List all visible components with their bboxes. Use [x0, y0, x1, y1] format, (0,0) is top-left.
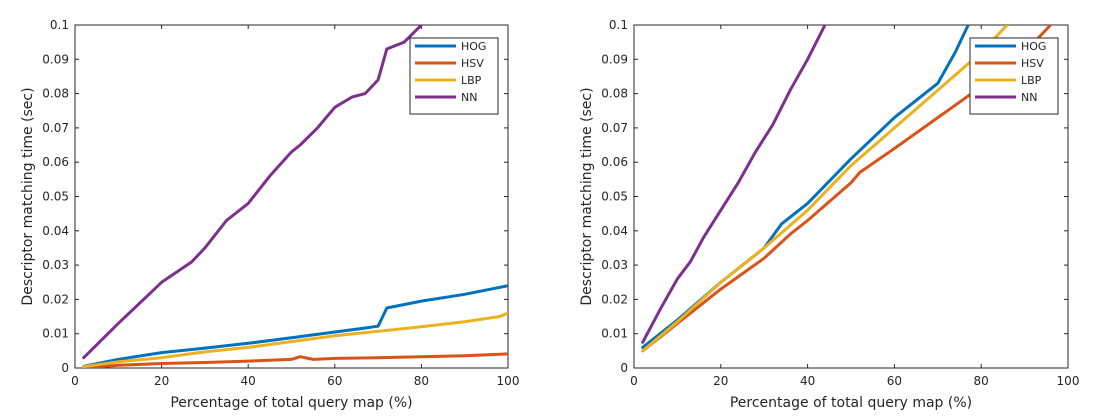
series-line-lbp: [641, 25, 1009, 353]
series-line-lbp: [82, 311, 508, 368]
y-tick-label: 0.02: [601, 292, 628, 306]
legend-label-lbp: LBP: [1021, 74, 1042, 87]
legend-label-hsv: HSV: [1021, 57, 1044, 70]
legend-label-nn: NN: [1021, 91, 1037, 104]
series-line-nn: [641, 25, 827, 344]
legend-box: [409, 37, 499, 115]
y-tick-label: 0.09: [42, 52, 69, 66]
x-tick-label: 20: [154, 374, 169, 388]
y-tick-label: 0.07: [42, 121, 69, 135]
y-axis-label: Descriptor matching time (sec): [579, 87, 595, 305]
y-tick-label: 0: [61, 361, 69, 375]
y-tick-label: 0.06: [601, 155, 628, 169]
legend-box: [969, 37, 1059, 115]
y-tick-label: 0.05: [42, 190, 69, 204]
series-line-hog: [82, 284, 508, 368]
legend-label-hog: HOG: [1021, 40, 1046, 53]
y-tick-label: 0: [620, 361, 628, 375]
legend: HOG HSV LBP NN: [409, 37, 499, 115]
y-tick-label: 0.02: [42, 292, 69, 306]
x-tick-label: 100: [497, 374, 520, 388]
y-tick-label: 0.08: [42, 87, 69, 101]
series-line-hsv: [82, 352, 508, 368]
x-axis-label: Percentage of total query map (%): [170, 395, 412, 411]
y-tick-label: 0.04: [42, 224, 69, 238]
x-tick-label: 0: [71, 374, 79, 388]
legend-label-hog: HOG: [461, 40, 486, 53]
y-tick-label: 0.03: [42, 258, 69, 272]
legend-label-nn: NN: [461, 91, 477, 104]
y-tick-label: 0.01: [42, 327, 69, 341]
x-tick-label: 80: [414, 374, 429, 388]
legend: HOG HSV LBP NN: [969, 37, 1059, 115]
y-tick-label: 0.07: [601, 121, 628, 135]
y-tick-label: 0.03: [601, 258, 628, 272]
x-tick-label: 80: [974, 374, 989, 388]
y-tick-label: 0.06: [42, 155, 69, 169]
y-tick-label: 0.1: [50, 18, 69, 32]
y-tick-label: 0.08: [601, 87, 628, 101]
chart-panel-2: 0 20 40 60 80 100 0 0.01 0.02 0.03 0.04 0.05 0.06 0.0…: [579, 18, 1079, 411]
x-tick-label: 100: [1057, 374, 1080, 388]
y-tick-label: 0.09: [601, 52, 628, 66]
y-tick-label: 0.04: [601, 224, 628, 238]
series-line-hog: [641, 25, 970, 349]
x-tick-label: 60: [887, 374, 902, 388]
x-tick-label: 40: [241, 374, 256, 388]
y-axis-label: Descriptor matching time (sec): [20, 87, 36, 305]
legend-label-hsv: HSV: [461, 57, 484, 70]
x-tick-label: 20: [713, 374, 728, 388]
x-tick-label: 0: [630, 374, 638, 388]
series-line-nn: [82, 25, 423, 360]
chart-panel-1: 0 20 40 60 80 100 0 0.01 0.02 0.03 0.04 0.05 0.06 0.0…: [20, 18, 519, 411]
y-tick-label: 0.1: [609, 18, 628, 32]
y-tick-label: 0.05: [601, 190, 628, 204]
x-axis-label: Percentage of total query map (%): [730, 395, 972, 411]
legend-label-lbp: LBP: [461, 74, 482, 87]
series-group: [82, 25, 508, 368]
x-tick-label: 40: [800, 374, 815, 388]
x-tick-label: 60: [327, 374, 342, 388]
y-tick-label: 0.01: [601, 327, 628, 341]
